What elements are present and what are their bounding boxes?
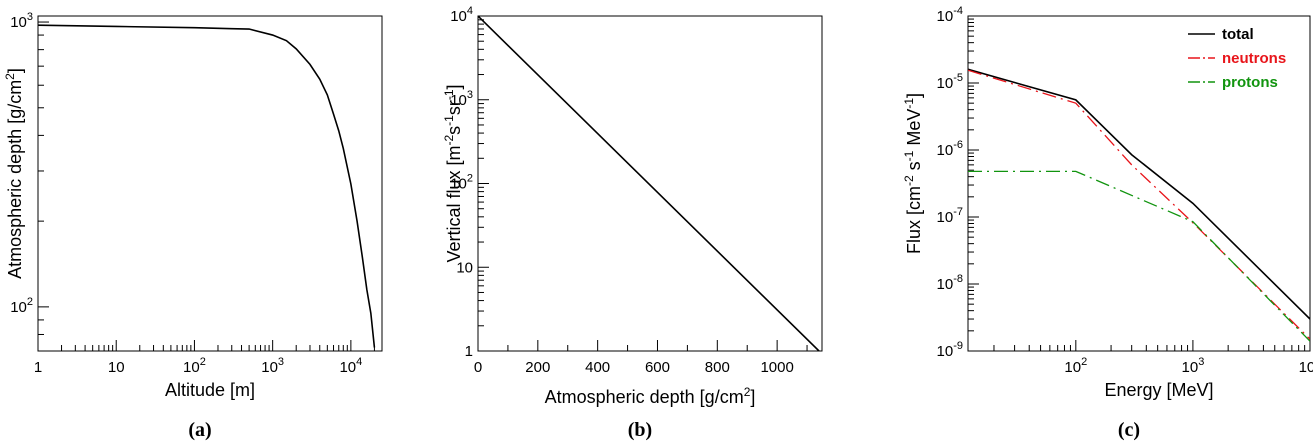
panel-label: (a) [188, 419, 211, 441]
x-tick-label-base: 10 [183, 359, 200, 376]
series-line-protons [968, 171, 1310, 341]
y-tick-label-exp: 4 [467, 5, 473, 17]
x-tick-label: 1000 [760, 359, 793, 376]
x-tick-label: 200 [525, 359, 550, 376]
x-tick-label: 104 [1299, 356, 1313, 376]
y-tick-label-exp: -6 [953, 139, 963, 151]
x-tick-label: 102 [183, 356, 206, 376]
y-tick-label: 10-4 [937, 5, 963, 25]
y-tick-label: 10-9 [937, 340, 963, 360]
x-tick-label-base: 10 [1064, 359, 1081, 376]
x-tick-label-exp: 2 [200, 356, 206, 368]
y-axis-title: Atmospheric depth [g/cm2] [3, 68, 25, 279]
x-tick-label: 600 [645, 359, 670, 376]
x-tick-label: 10 [108, 359, 125, 376]
x-tick-label-base: 10 [1299, 359, 1313, 376]
x-tick-label: 103 [261, 356, 284, 376]
x-axis-title: Altitude [m] [165, 380, 255, 400]
y-tick-label-exp: 2 [467, 173, 473, 185]
y-tick-label-exp: -8 [953, 273, 963, 285]
y-tick-label-exp: 3 [467, 89, 473, 101]
x-tick-label-exp: 3 [1198, 356, 1204, 368]
y-tick-label-base: 10 [10, 299, 27, 316]
x-axis-title: Atmospheric depth [g/cm2] [545, 385, 756, 407]
y-tick-label: 102 [10, 296, 33, 316]
legend-label-protons: protons [1222, 74, 1278, 91]
x-tick-label: 800 [705, 359, 730, 376]
y-tick-label-exp: -7 [953, 206, 963, 218]
x-tick-label-exp: 2 [1081, 356, 1087, 368]
x-tick-label-base: 10 [339, 359, 356, 376]
plot-frame [38, 16, 382, 351]
x-tick-label-exp: 3 [278, 356, 284, 368]
x-tick-label: 102 [1064, 356, 1087, 376]
panel-2: 0 200 400 600 800 1000110102103104Atmospheric… [442, 5, 822, 441]
y-tick-label-base: 10 [10, 14, 27, 31]
x-tick-label: 1 [34, 359, 42, 376]
y-tick-label: 10-7 [937, 206, 963, 226]
y-tick-label-exp: -4 [953, 5, 963, 17]
y-tick-label: 10-8 [937, 273, 963, 293]
y-tick-label: 104 [450, 5, 473, 25]
panel-label: (b) [628, 419, 652, 441]
x-tick-label-exp: 4 [356, 356, 362, 368]
series-line-total [968, 69, 1310, 319]
x-tick-label: 103 [1182, 356, 1205, 376]
y-tick-label: 103 [10, 11, 33, 31]
y-axis-title: Flux [cm-2 s-1 MeV-1] [902, 93, 924, 254]
y-tick-label-base: 10 [450, 8, 467, 25]
x-tick-label: 400 [585, 359, 610, 376]
x-tick-label: 0 [474, 359, 482, 376]
x-tick-label-base: 10 [1182, 359, 1199, 376]
x-tick-label-base: 10 [261, 359, 278, 376]
y-axis-title: Vertical flux [m-2s-1sr-1] [442, 84, 464, 262]
x-axis-title: Energy [MeV] [1104, 380, 1213, 400]
x-tick-label: 104 [339, 356, 362, 376]
panel-label: (c) [1118, 419, 1140, 441]
y-tick-label: 10-5 [937, 72, 963, 92]
series-line-series-1 [38, 25, 374, 347]
y-tick-label-base: 10 [937, 8, 954, 25]
y-tick-label-exp: 3 [27, 11, 33, 23]
y-tick-label-base: 10 [937, 75, 954, 92]
series-line-series-1 [478, 16, 819, 351]
y-tick-label-exp: -5 [953, 72, 963, 84]
y-tick-label: 1 [465, 343, 473, 360]
legend-label-total: total [1222, 26, 1254, 43]
y-tick-label-base: 10 [937, 142, 954, 159]
y-tick-label: 10-6 [937, 139, 963, 159]
legend: total neutrons protons [1188, 26, 1286, 91]
y-tick-label-base: 10 [937, 276, 954, 293]
legend-label-neutrons: neutrons [1222, 50, 1286, 67]
series-line-neutrons [968, 70, 1310, 339]
y-tick-label-base: 10 [937, 343, 954, 360]
y-tick-label-exp: -9 [953, 340, 963, 352]
y-tick-label-exp: 2 [27, 296, 33, 308]
y-tick-label-base: 10 [937, 209, 954, 226]
panel-3: 10210310410-910-810-710-610-510-4Energy … [902, 5, 1313, 441]
